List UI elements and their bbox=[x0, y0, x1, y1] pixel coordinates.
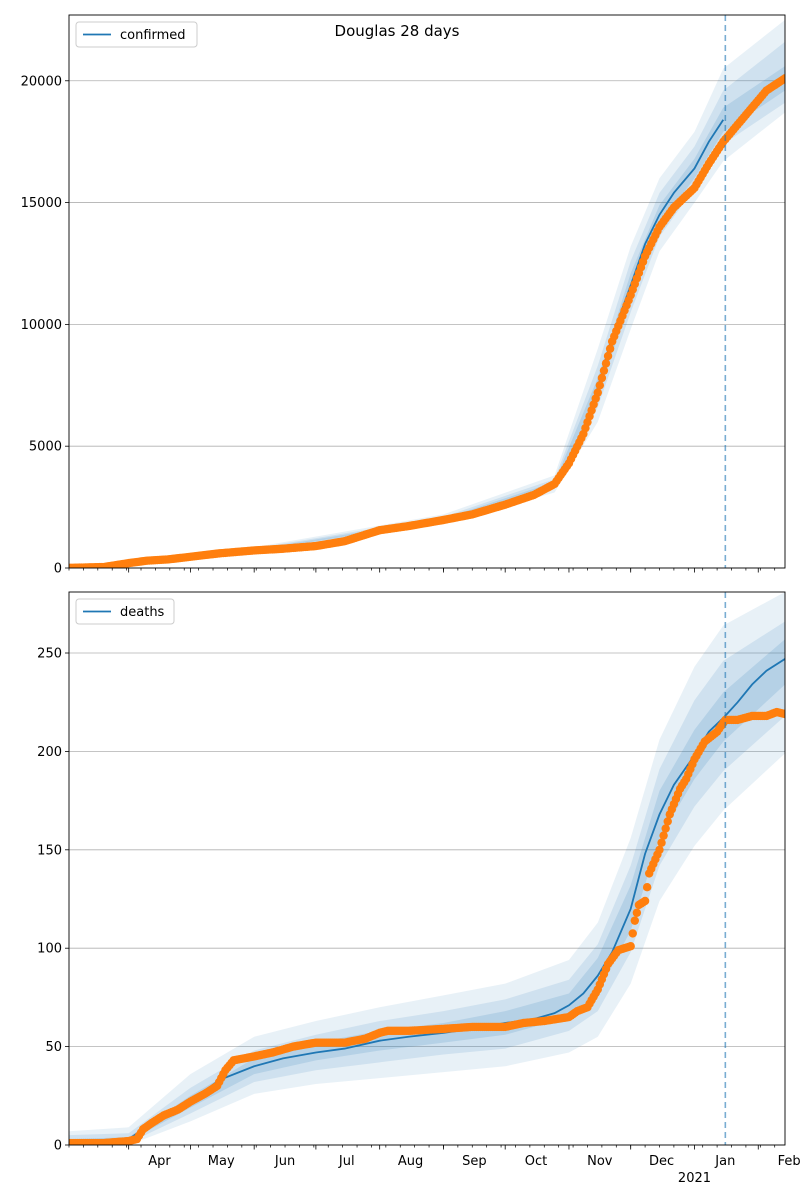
observed-point bbox=[626, 942, 635, 951]
x-tick-label: May bbox=[208, 1154, 235, 1169]
observed-point bbox=[655, 845, 664, 855]
x-tick-label: Feb bbox=[778, 1154, 800, 1169]
uncertainty-band bbox=[69, 621, 785, 1145]
legend-box bbox=[75, 598, 175, 625]
x-tick-label: Aug bbox=[398, 1154, 423, 1169]
y-tick-label: 10000 bbox=[21, 318, 62, 333]
observed-point bbox=[601, 359, 611, 368]
x-tick-label: Jan bbox=[714, 1154, 735, 1169]
x-tick-sublabel: 2021 bbox=[678, 1171, 711, 1186]
observed-point bbox=[640, 896, 650, 906]
legend-label: deaths bbox=[120, 605, 165, 620]
x-tick-label: Oct bbox=[525, 1154, 547, 1169]
x-tick-label: Sep bbox=[462, 1154, 487, 1169]
observed-point bbox=[599, 366, 609, 375]
y-tick-label: 50 bbox=[45, 1040, 62, 1055]
legend-box bbox=[75, 21, 198, 48]
y-tick-label: 0 bbox=[54, 562, 62, 577]
x-tick-label: Apr bbox=[148, 1154, 171, 1169]
observed-point bbox=[780, 74, 785, 83]
observed-point bbox=[661, 824, 670, 833]
observed-point bbox=[595, 381, 605, 390]
legend-label: confirmed bbox=[120, 28, 186, 43]
observed-point bbox=[630, 916, 640, 925]
observed-point bbox=[663, 817, 672, 826]
observed-point bbox=[659, 831, 668, 840]
y-tick-label: 150 bbox=[37, 843, 62, 858]
y-tick-label: 5000 bbox=[29, 440, 62, 455]
figure-title: Douglas 28 days bbox=[335, 22, 460, 40]
axes-frame bbox=[68, 591, 786, 1146]
observed-point bbox=[593, 388, 602, 397]
y-tick-label: 200 bbox=[37, 745, 62, 760]
observed-point bbox=[603, 351, 613, 361]
x-tick-label: Dec bbox=[649, 1154, 674, 1169]
axes-frame bbox=[68, 14, 786, 569]
observed-point bbox=[657, 838, 666, 847]
x-tick-label: Jul bbox=[338, 1154, 355, 1169]
observed-point bbox=[597, 373, 607, 383]
y-tick-label: 0 bbox=[54, 1139, 62, 1154]
observed-point bbox=[628, 929, 637, 938]
observed-point bbox=[780, 709, 785, 719]
plot-area bbox=[69, 592, 785, 1145]
uncertainty-band bbox=[69, 41, 785, 568]
uncertainty-band bbox=[69, 19, 785, 568]
legend: deaths bbox=[75, 598, 175, 625]
uncertainty-band bbox=[69, 66, 785, 568]
uncertainty-band bbox=[69, 639, 785, 1145]
y-tick-label: 250 bbox=[37, 647, 62, 662]
observed-point bbox=[605, 344, 615, 353]
observed-point bbox=[632, 908, 642, 917]
x-tick-label: Nov bbox=[587, 1154, 613, 1169]
deaths-panel: 0 50 100 150 200 250 Apr May Jun Jul Aug Sep Oct Nov D… bbox=[37, 591, 800, 1186]
y-tick-label: 20000 bbox=[21, 74, 62, 89]
y-tick-label: 100 bbox=[37, 942, 62, 957]
x-tick-label: Jun bbox=[274, 1154, 295, 1169]
confirmed-panel: 0 5000 10000 15000 20000 confirmed bbox=[21, 14, 786, 577]
uncertainty-band bbox=[69, 592, 785, 1145]
legend: confirmed bbox=[75, 21, 198, 48]
y-tick-label: 15000 bbox=[21, 196, 62, 211]
observed-point bbox=[642, 882, 652, 892]
plot-area bbox=[69, 19, 785, 568]
